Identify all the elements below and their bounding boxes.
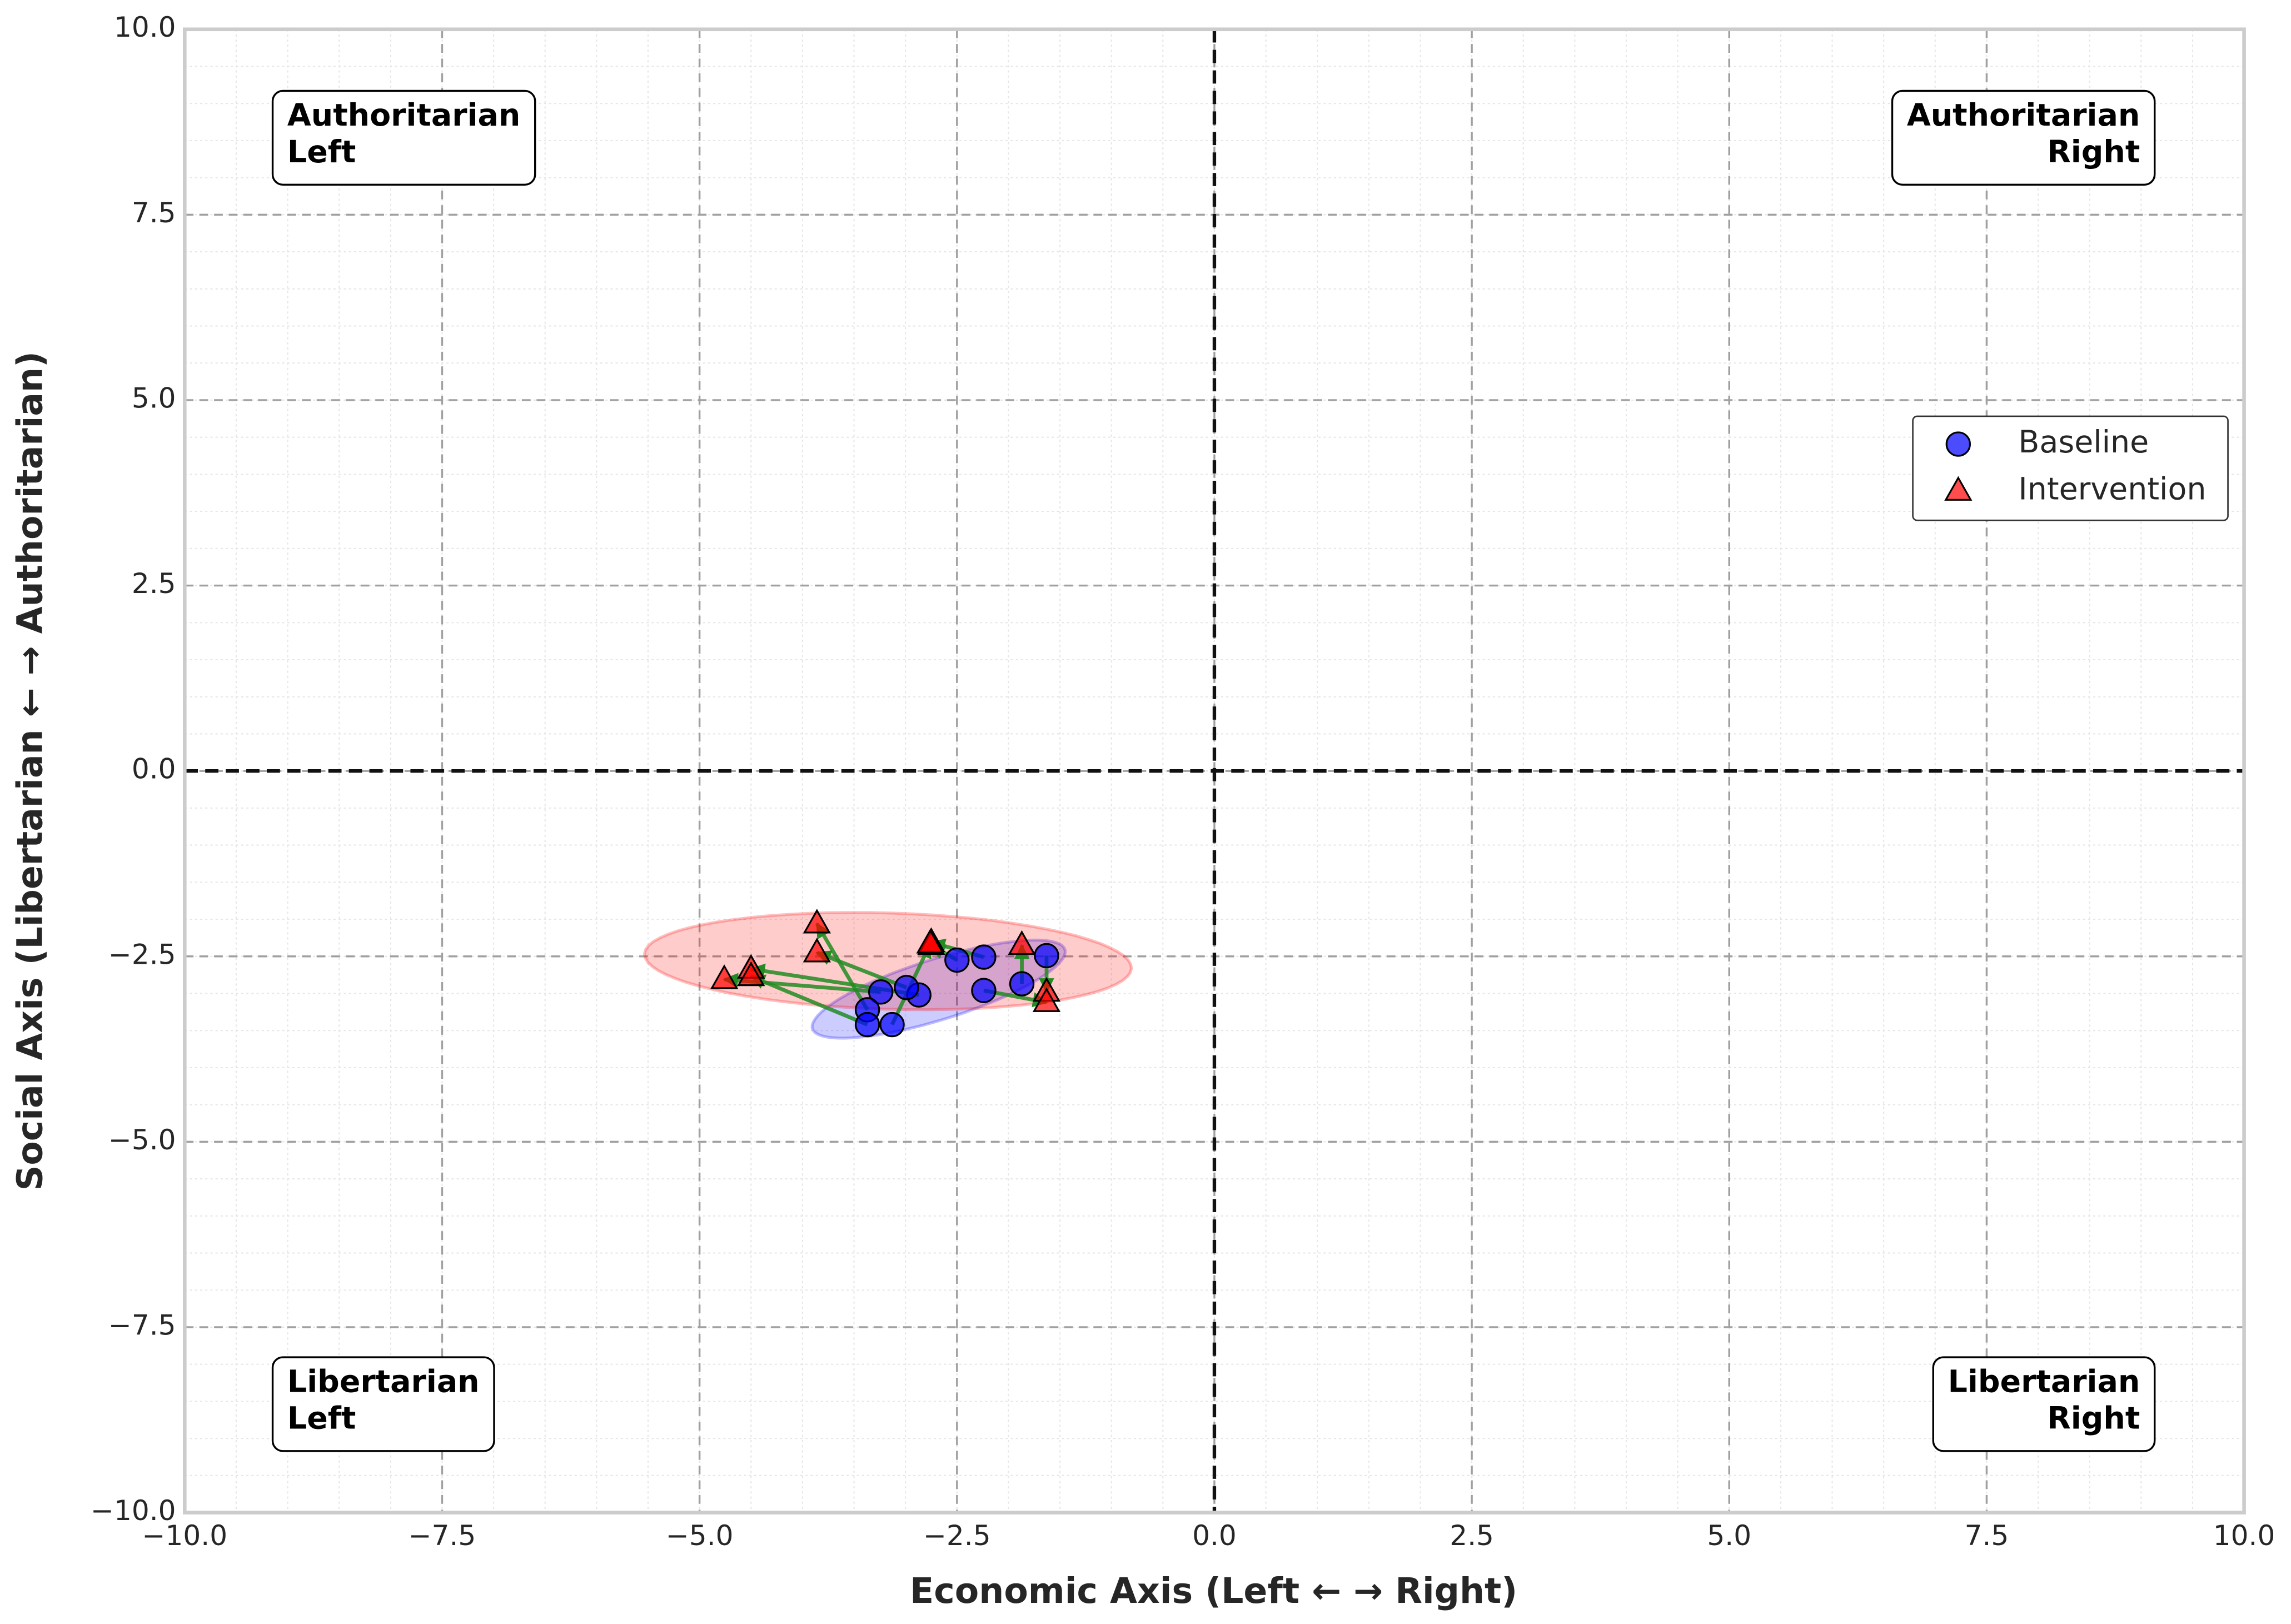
quadrant-label-text: Left [287, 1401, 356, 1437]
circle-marker [879, 1012, 905, 1038]
y-axis-label: Social Axis (Libertarian ← → Authoritari… [9, 351, 51, 1190]
quadrant-label-text: Libertarian [287, 1364, 480, 1400]
x-tick-label: 10.0 [2213, 1519, 2275, 1552]
legend-marker [1944, 476, 1973, 501]
x-axis-label: Economic Axis (Left ← → Right) [910, 1570, 1517, 1611]
triangle-marker [737, 961, 765, 987]
quadrant-label-text: Libertarian [1948, 1364, 2140, 1400]
y-tick-label: −5.0 [108, 1123, 176, 1156]
circle-marker [971, 978, 997, 1003]
circle-marker [944, 947, 970, 973]
legend-label: Intervention [2018, 472, 2206, 507]
y-tick-label: 10.0 [114, 11, 176, 43]
circle-marker [971, 944, 997, 970]
y-tick-label: −10.0 [91, 1494, 176, 1527]
circle-marker [868, 979, 894, 1005]
quadrant-label-text: Right [2047, 134, 2140, 170]
triangle-marker [1008, 930, 1036, 955]
shift-arrow [815, 950, 908, 990]
quadrant-label-box [271, 1356, 495, 1452]
y-tick-label: 5.0 [132, 381, 176, 414]
triangle-marker [916, 929, 944, 954]
triangle-marker [710, 964, 739, 989]
x-tick-label: 2.5 [1450, 1519, 1494, 1552]
y-tick-label: −2.5 [108, 938, 176, 970]
legend-label: Baseline [2018, 425, 2149, 460]
triangle-marker [803, 909, 831, 934]
x-tick-label: −10.0 [142, 1519, 228, 1552]
plot-frame [183, 27, 2246, 1515]
legend-box [1912, 415, 2229, 521]
x-tick-label: −5.0 [666, 1519, 734, 1552]
circle-marker [1034, 943, 1059, 969]
quadrant-label-text: Right [2047, 1401, 2140, 1437]
quadrant-label-box [1932, 1356, 2156, 1452]
shift-arrow [815, 922, 869, 1011]
x-tick-label: −2.5 [923, 1519, 991, 1552]
quadrant-label-text: Left [287, 134, 356, 170]
quadrant-label-box [1891, 89, 2156, 186]
quadrant-label-text: Authoritarian [1907, 98, 2140, 133]
quadrant-label-text: Authoritarian [287, 98, 520, 133]
legend-marker [1945, 431, 1971, 457]
x-tick-label: 5.0 [1707, 1519, 1751, 1552]
y-tick-label: 7.5 [132, 196, 176, 229]
triangle-marker [803, 938, 831, 963]
x-tick-label: −7.5 [409, 1519, 476, 1552]
x-tick-label: 0.0 [1192, 1519, 1237, 1552]
circle-marker [1009, 971, 1035, 997]
x-tick-label: 7.5 [1965, 1519, 2009, 1552]
circle-marker [894, 975, 919, 1000]
y-tick-label: 2.5 [132, 567, 176, 600]
y-tick-label: 0.0 [132, 753, 176, 785]
quadrant-label-box [271, 89, 536, 186]
circle-marker [854, 1012, 880, 1038]
y-tick-label: −7.5 [108, 1308, 176, 1341]
triangle-marker [1032, 987, 1061, 1012]
shift-arrow [749, 974, 868, 1027]
